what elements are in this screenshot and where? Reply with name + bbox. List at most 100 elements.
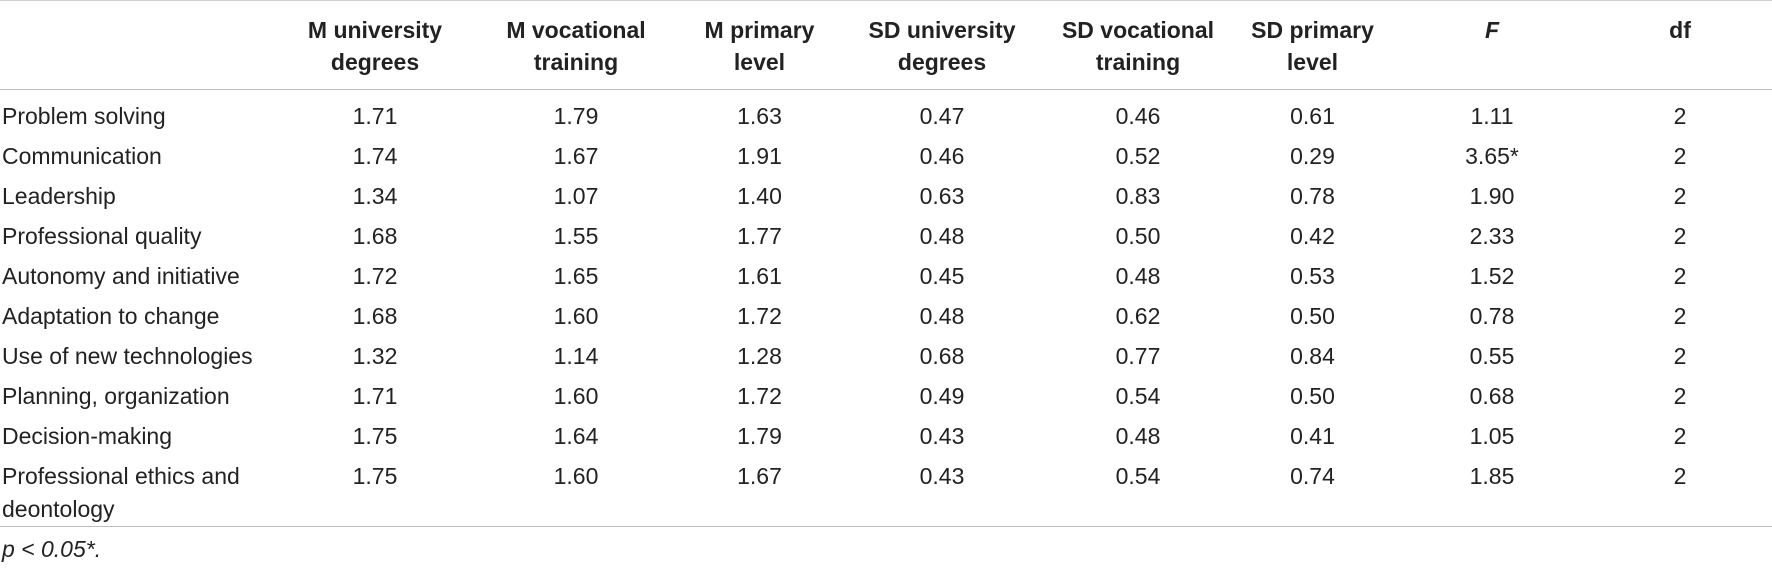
table-cell: 1.72 — [737, 302, 782, 329]
row-label: Decision-making — [2, 422, 173, 449]
table-cell: 1.79 — [553, 103, 599, 129]
table-cell: 1.55 — [553, 222, 599, 249]
table-cell: 0.41 — [1290, 422, 1335, 449]
table-cell: 0.47 — [919, 103, 965, 129]
table-cell: 3.65* — [1465, 142, 1519, 169]
table-cell: 1.60 — [553, 302, 599, 329]
table-cell: 0.63 — [919, 182, 965, 209]
table-cell: 0.48 — [1115, 422, 1161, 449]
table-cell: 1.71 — [352, 103, 398, 129]
table-row: Autonomy and initiative 1.72 1.65 1.61 0… — [0, 254, 1772, 294]
row-label: Leadership — [2, 182, 116, 209]
table-cell: 2 — [1673, 462, 1687, 489]
table-row: Leadership 1.34 1.07 1.40 0.63 0.83 0.78… — [0, 174, 1772, 214]
table-cell: 1.14 — [553, 342, 599, 369]
table-cell: 1.60 — [553, 382, 599, 409]
table-cell: 1.74 — [352, 142, 398, 169]
table-cell: 0.45 — [919, 262, 965, 289]
header-cell-m-primary: M primary level — [704, 17, 815, 75]
table-row: Planning, organization 1.71 1.60 1.72 0.… — [0, 374, 1772, 414]
header-cell-sd-vocational: SD vocational training — [1061, 17, 1215, 75]
table-cell: 1.67 — [737, 462, 782, 489]
table-cell: 2 — [1673, 182, 1687, 209]
table-row: Adaptation to change 1.68 1.60 1.72 0.48… — [0, 294, 1772, 334]
table-row: Professional quality 1.68 1.55 1.77 0.48… — [0, 214, 1772, 254]
table-row: Communication 1.74 1.67 1.91 0.46 0.52 0… — [0, 134, 1772, 174]
row-label: Use of new technologies — [2, 342, 253, 369]
table-cell: 1.63 — [737, 103, 782, 129]
table-cell: 0.84 — [1290, 342, 1335, 369]
table-cell: 1.67 — [553, 142, 599, 169]
table-cell: 1.79 — [737, 422, 782, 449]
table-cell: 1.68 — [352, 222, 398, 249]
table-cell: 0.54 — [1115, 382, 1161, 409]
table-cell: 0.52 — [1115, 142, 1161, 169]
table-cell: 1.68 — [352, 302, 398, 329]
table-cell: 0.53 — [1290, 262, 1335, 289]
table-cell: 0.46 — [1115, 103, 1161, 129]
table-cell: 1.75 — [352, 462, 398, 489]
table-header: M university degrees M vocational traini… — [0, 0, 1772, 90]
table-cell: 0.42 — [1290, 222, 1335, 249]
table-body: Problem solving 1.71 1.79 1.63 0.47 0.46… — [0, 90, 1772, 527]
table-footer: p < 0.05*. — [0, 526, 1772, 566]
table-cell: 1.64 — [553, 422, 599, 449]
table-cell: 0.48 — [919, 302, 965, 329]
table-cell: 2 — [1673, 142, 1687, 169]
table-cell: 1.65 — [553, 262, 599, 289]
header-cell-label — [0, 1, 280, 90]
table-cell: 0.48 — [919, 222, 965, 249]
table-cell: 2 — [1673, 222, 1687, 249]
row-label: Autonomy and initiative — [2, 262, 240, 289]
table-cell: 2 — [1673, 422, 1687, 449]
table-cell: 2 — [1673, 382, 1687, 409]
table-cell: 0.54 — [1115, 462, 1161, 489]
table-cell: 0.55 — [1469, 342, 1515, 369]
table-cell: 0.68 — [1469, 382, 1515, 409]
header-cell-df: df — [1669, 17, 1691, 43]
header-row: M university degrees M vocational traini… — [0, 0, 1772, 90]
header-cell-m-vocational: M vocational training — [506, 17, 646, 75]
table-cell: 0.48 — [1115, 262, 1161, 289]
table-cell: 1.52 — [1469, 262, 1515, 289]
table-cell: 2.33 — [1469, 222, 1515, 249]
table-cell: 0.77 — [1115, 342, 1161, 369]
footnote-row: p < 0.05*. — [0, 526, 1772, 566]
table-row: Problem solving 1.71 1.79 1.63 0.47 0.46… — [0, 90, 1772, 134]
table-cell: 1.72 — [352, 262, 398, 289]
table-cell: 0.50 — [1290, 302, 1335, 329]
row-label: Planning, organization — [2, 382, 230, 409]
table-cell: 1.77 — [737, 222, 782, 249]
table-cell: 2 — [1673, 302, 1687, 329]
table-cell: 0.50 — [1290, 382, 1335, 409]
table-cell: 0.83 — [1115, 182, 1161, 209]
table-cell: 1.90 — [1469, 182, 1515, 209]
table-cell: 1.75 — [352, 422, 398, 449]
table-row: Use of new technologies 1.32 1.14 1.28 0… — [0, 334, 1772, 374]
table-cell: 0.29 — [1290, 142, 1335, 169]
table-cell: 0.68 — [919, 342, 965, 369]
table-cell: 1.28 — [737, 342, 782, 369]
table-row: Decision-making 1.75 1.64 1.79 0.43 0.48… — [0, 414, 1772, 454]
table-cell: 0.43 — [919, 422, 965, 449]
table-cell: 1.34 — [352, 182, 398, 209]
table-row: Professional ethics and deontology 1.75 … — [0, 454, 1772, 527]
table-cell: 0.78 — [1469, 302, 1515, 329]
results-table: M university degrees M vocational traini… — [0, 0, 1772, 566]
table-cell: 2 — [1673, 342, 1687, 369]
table-cell: 0.74 — [1290, 462, 1335, 489]
row-label: Adaptation to change — [2, 302, 220, 329]
table-cell: 0.49 — [919, 382, 965, 409]
table-cell: 1.32 — [352, 342, 398, 369]
table-cell: 0.50 — [1115, 222, 1161, 249]
table-cell: 0.78 — [1290, 182, 1335, 209]
table-cell: 1.40 — [737, 182, 782, 209]
row-label: Problem solving — [2, 103, 166, 129]
row-label: Communication — [2, 142, 162, 169]
row-label: Professional ethics and deontology — [2, 462, 240, 522]
table-cell: 1.11 — [1470, 103, 1514, 129]
table-cell: 1.61 — [737, 262, 782, 289]
table-cell: 1.72 — [737, 382, 782, 409]
header-cell-sd-primary: SD primary level — [1251, 17, 1374, 75]
header-cell-f: F — [1484, 17, 1500, 43]
